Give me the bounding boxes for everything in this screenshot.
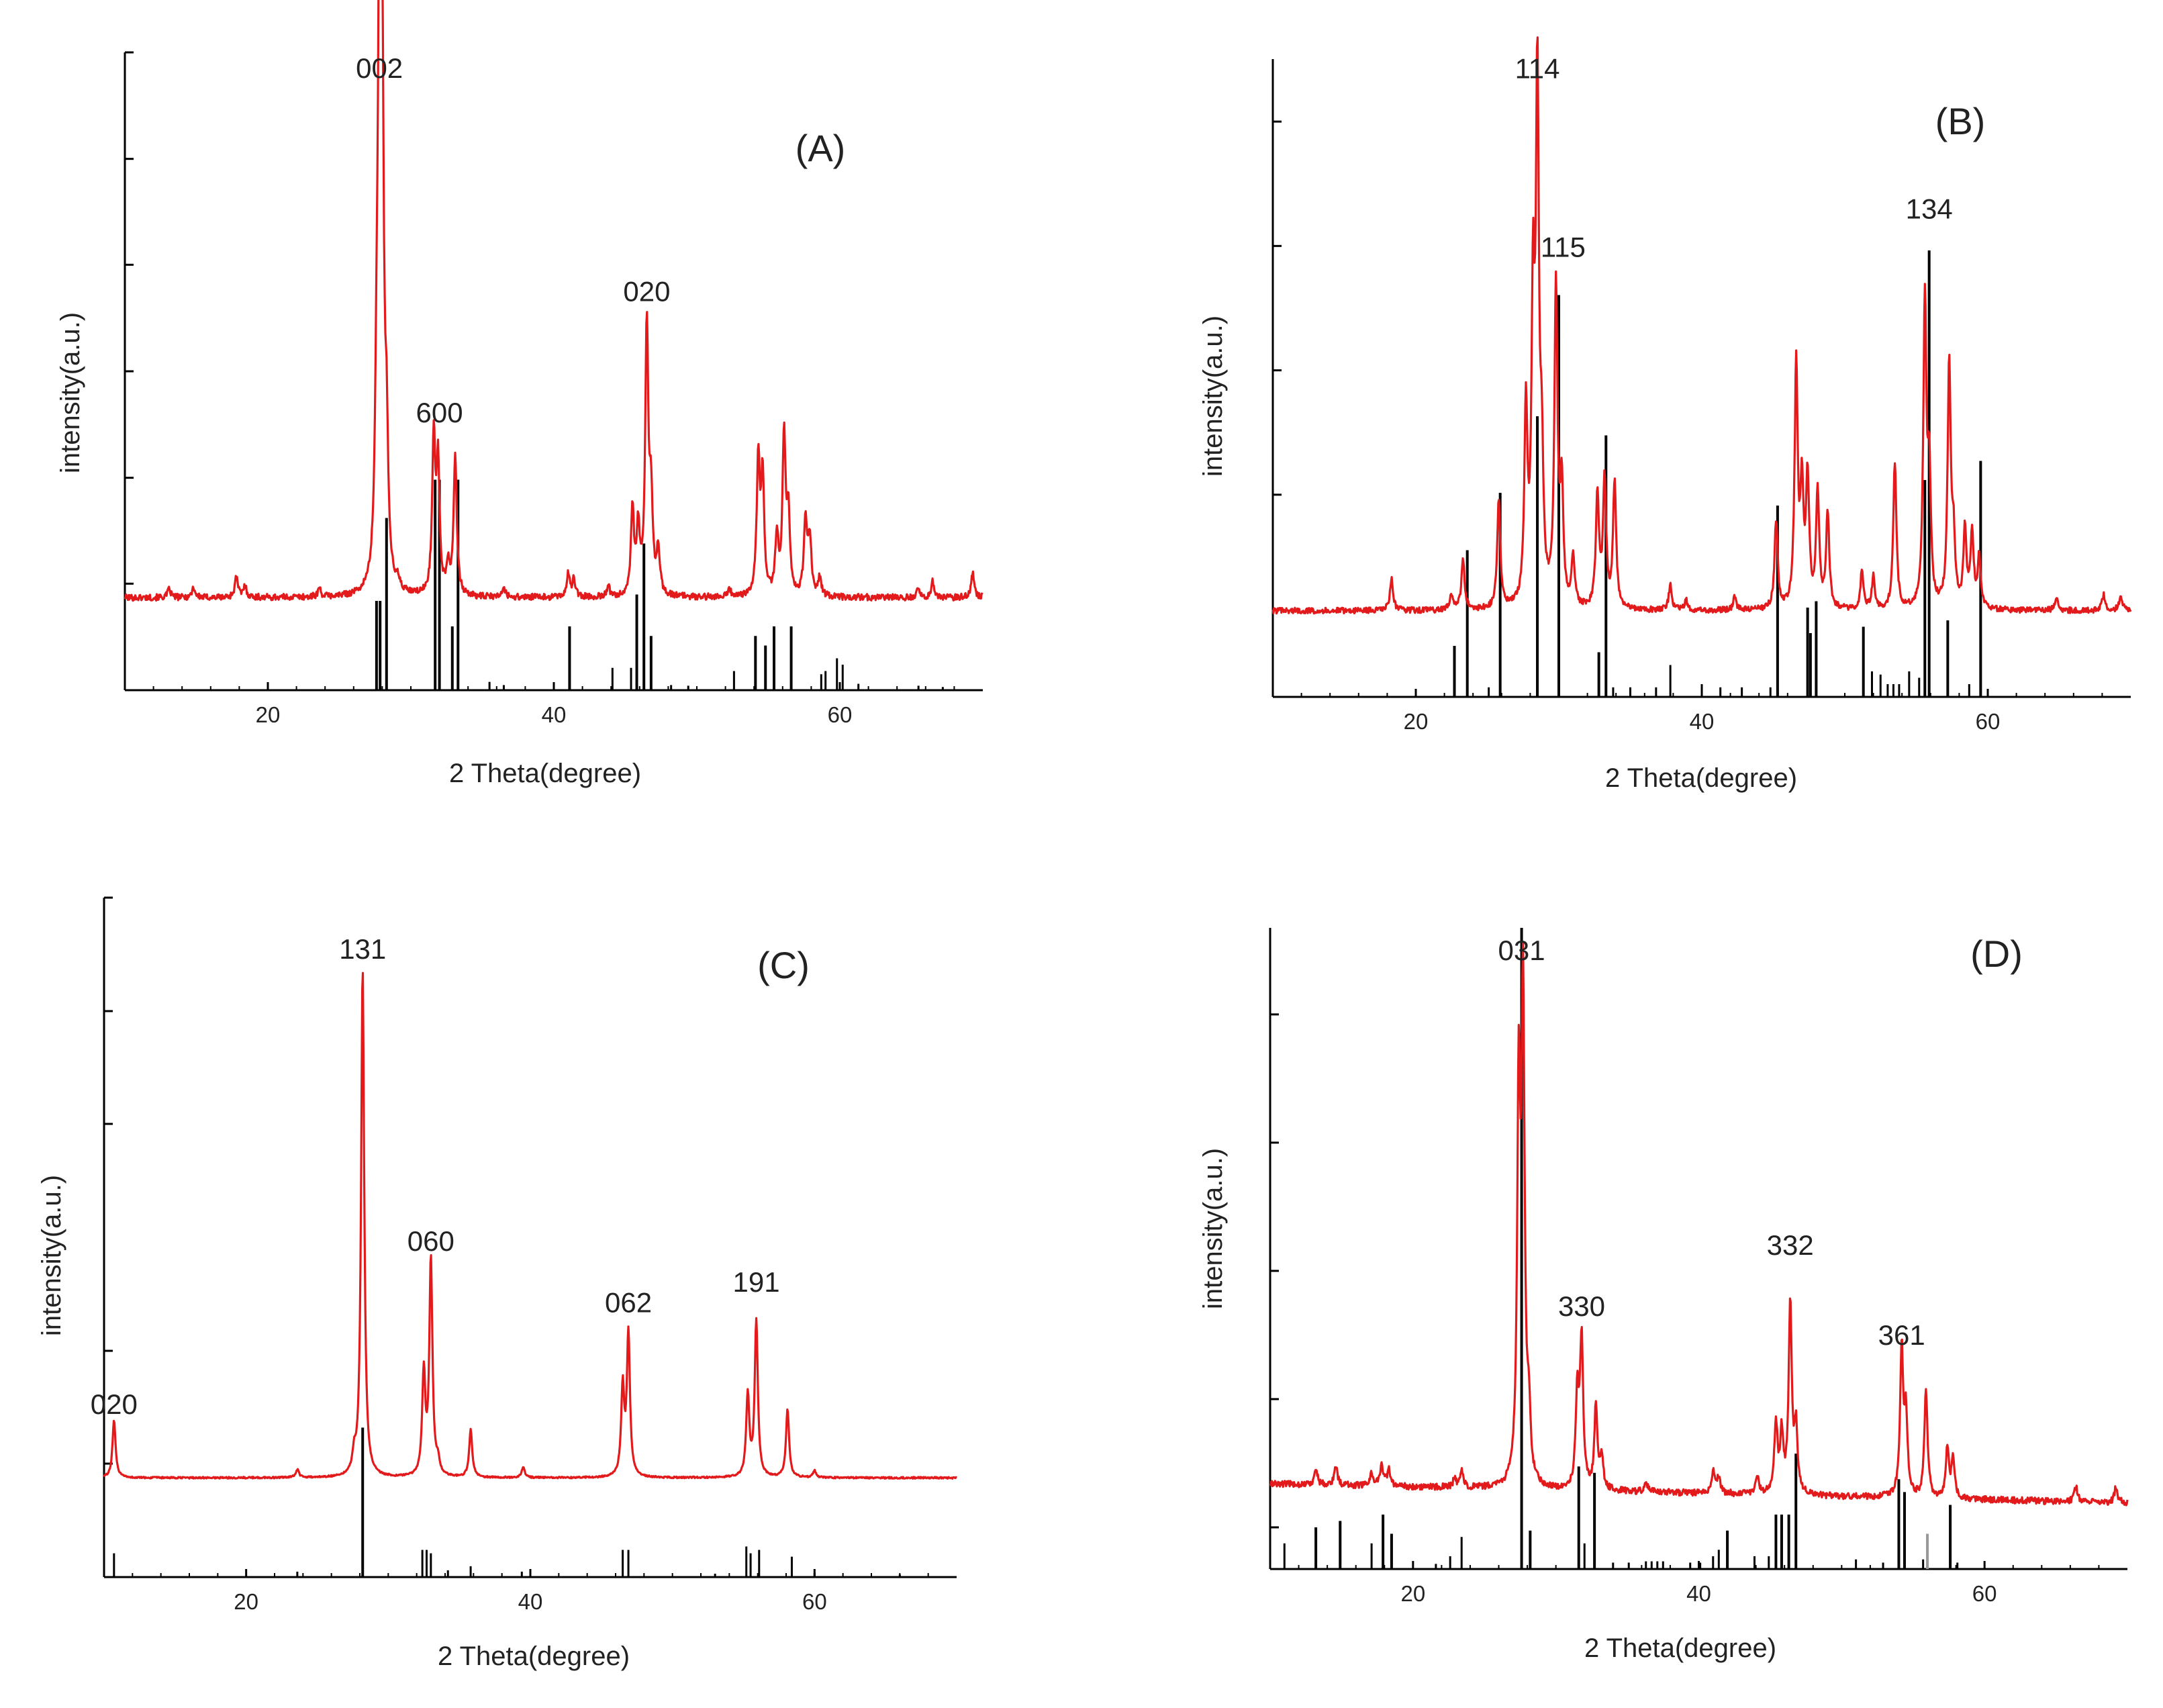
panel-c-x-axis-title: 2 Theta(degree) [438, 1642, 630, 1671]
panel-b-x-tick-label: 20 [1404, 709, 1429, 734]
panel-b-y-axis-title: intensity(a.u.) [1198, 316, 1228, 477]
panel-d-x-tick-label: 40 [1686, 1581, 1711, 1606]
panel-d-x-tick-label: 60 [1972, 1581, 1997, 1606]
panel-a-peak-label: 600 [416, 397, 463, 428]
panel-c-peak-label: 131 [339, 933, 386, 965]
panel-a-peak-label: 002 [356, 52, 403, 84]
panel-c-x-tick-label: 20 [234, 1589, 258, 1614]
panel-c-peak-label: 191 [733, 1266, 780, 1298]
panel-c-x-tick-label: 40 [518, 1589, 543, 1614]
panel-b-x-tick-label: 60 [1976, 709, 2001, 734]
panel-d-xrd-pattern-line [1269, 941, 2129, 1507]
panel-d-peak-label: 031 [1498, 935, 1545, 966]
panel-a-xrd-pattern-line [124, 0, 983, 602]
panel-b-x-axis-title: 2 Theta(degree) [1605, 763, 1797, 793]
panel-b-peak-label: 115 [1541, 232, 1586, 263]
panel-c-plot-area: 20 40 60 020 131 060 062 191 [91, 896, 957, 1614]
panel-c-peak-label: 062 [605, 1286, 652, 1318]
panel-b-label: (B) [1935, 100, 1986, 142]
panel-d-x-tick-label: 20 [1400, 1581, 1425, 1606]
panel-a-x-axis-title: 2 Theta(degree) [449, 759, 641, 788]
panel-b-peak-label: 114 [1515, 53, 1560, 85]
panel-a-plot-area: 20 40 60 002 600 020 [124, 0, 983, 727]
panel-a-x-tick-label: 20 [256, 702, 281, 727]
panel-b-xrd-pattern-line [1271, 36, 2132, 615]
panel-b-x-tick-label: 40 [1690, 709, 1715, 734]
panel-d: 20 40 60 031 330 332 361 (D) 2 Theta(degree) i… [1198, 928, 2129, 1663]
panel-a: 20 40 60 002 600 020 (A) 2 Theta(degree) inte… [56, 0, 983, 788]
panel-d-peak-label: 361 [1878, 1319, 1925, 1351]
panel-a-peak-label: 020 [623, 276, 670, 307]
panel-c: 20 40 60 020 131 060 062 191 (C) 2 Theta(degree… [37, 896, 957, 1671]
panel-c-x-tick-label: 60 [802, 1589, 827, 1614]
panel-c-xrd-pattern-line [103, 971, 957, 1480]
panel-c-peak-label: 020 [91, 1388, 138, 1420]
panel-a-y-axis-title: intensity(a.u.) [56, 312, 85, 473]
panel-d-peak-label: 332 [1767, 1229, 1814, 1261]
panel-b-peak-label: 134 [1906, 193, 1953, 225]
panel-b-plot-area: 20 40 60 114 115 134 [1271, 36, 2132, 734]
panel-d-x-axis-title: 2 Theta(degree) [1584, 1633, 1776, 1663]
panel-b: 20 40 60 114 115 134 (B) 2 Theta(degree) inte… [1198, 36, 2132, 793]
panel-c-peak-label: 060 [407, 1225, 454, 1257]
panel-d-y-axis-title: intensity(a.u.) [1198, 1148, 1228, 1309]
panel-d-peak-label: 330 [1558, 1290, 1605, 1322]
panel-a-x-tick-label: 40 [542, 702, 567, 727]
panel-c-y-axis-title: intensity(a.u.) [37, 1175, 66, 1336]
panel-d-plot-area: 20 40 60 031 330 332 361 [1269, 928, 2129, 1606]
panel-d-label: (D) [1970, 933, 2023, 975]
panel-a-x-tick-label: 60 [828, 702, 853, 727]
panel-c-label: (C) [757, 944, 810, 986]
panel-a-label: (A) [796, 127, 846, 169]
